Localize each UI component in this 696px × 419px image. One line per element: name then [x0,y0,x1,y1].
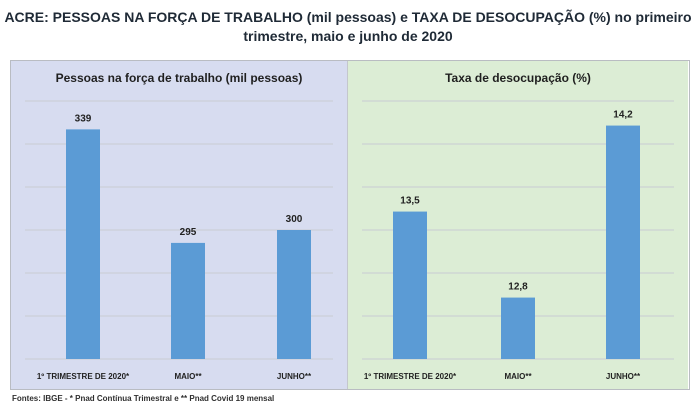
left-panel: Pessoas na força de trabalho (mil pessoa… [11,61,347,389]
right-panel: Taxa de desocupação (%) 13,5 1º TRIMESTRE… [348,61,688,389]
chart-title-line-2: trimestre, maio e junho de 2020 [243,28,453,44]
right-panel-title: Taxa de desocupação (%) [445,71,591,85]
source-footnote: Fontes: IBGE - * Pnad Contínua Trimestra… [12,394,275,403]
unemployment-bar-1 [393,211,427,359]
labor-force-category-label-3: JUNHO** [277,372,312,381]
unemployment-bar-2 [501,297,535,359]
chart-title: ACRE: PESSOAS NA FORÇA DE TRABALHO (mil … [0,8,696,46]
unemployment-value-label-2: 12,8 [508,282,528,293]
labor-force-chart: 339 1º TRIMESTRE DE 2020* 295 MAIO** 300 JUNH… [25,100,333,381]
unemployment-rate-chart: 13,5 1º TRIMESTRE DE 2020* 12,8 MAIO** 14,2 J… [362,100,674,381]
labor-force-bar-3 [277,230,311,359]
chart-frame [10,60,690,390]
labor-force-category-label-2: MAIO** [174,372,202,381]
unemployment-value-label-3: 14,2 [613,110,633,121]
left-panel-title: Pessoas na força de trabalho (mil pessoa… [55,71,303,85]
chart-title-line-1: ACRE: PESSOAS NA FORÇA DE TRABALHO (mil … [4,9,692,25]
unemployment-category-label-1: 1º TRIMESTRE DE 2020* [364,372,457,381]
labor-force-value-label-1: 339 [75,113,92,124]
unemployment-value-label-1: 13,5 [400,196,420,207]
labor-force-value-label-3: 300 [286,214,303,225]
unemployment-bar-3 [606,125,640,359]
labor-force-bar-2 [171,242,205,359]
labor-force-category-label-1: 1º TRIMESTRE DE 2020* [37,372,130,381]
unemployment-category-label-2: MAIO** [504,372,532,381]
labor-force-value-label-2: 295 [180,227,197,238]
labor-force-bar-1 [66,129,100,359]
unemployment-category-label-3: JUNHO** [606,372,641,381]
panel-divider [347,61,348,389]
